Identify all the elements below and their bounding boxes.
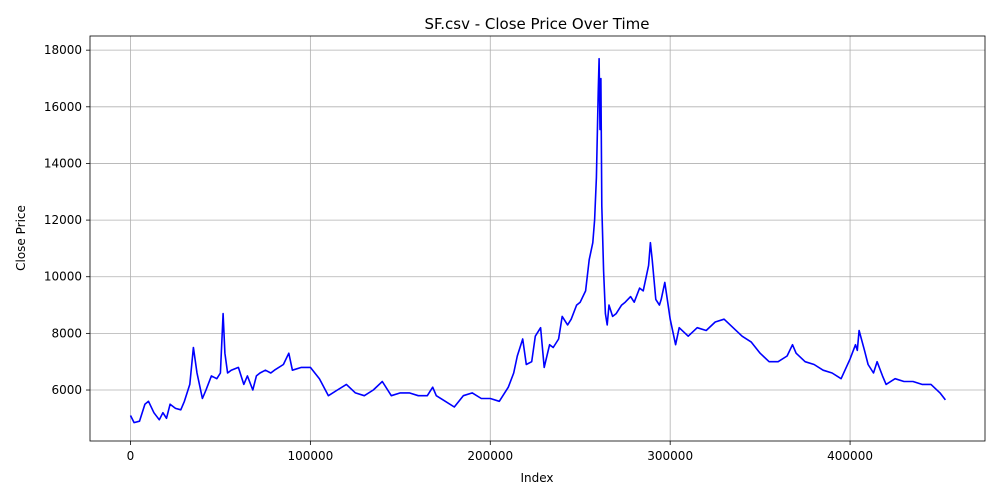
x-axis-label: Index <box>520 471 553 485</box>
y-tick-label: 8000 <box>51 326 82 340</box>
grid-lines <box>90 36 985 441</box>
close-price-line <box>129 57 947 424</box>
chart-title: SF.csv - Close Price Over Time <box>425 15 650 33</box>
y-axis-ticks: 6000 8000 10000 12000 14000 16000 18000 <box>44 43 90 397</box>
x-tick-label: 200000 <box>467 449 513 463</box>
y-tick-label: 12000 <box>44 213 82 227</box>
plot-area <box>129 57 947 424</box>
x-tick-label: 0 <box>127 449 135 463</box>
x-tick-label: 300000 <box>647 449 693 463</box>
y-tick-label: 6000 <box>51 383 82 397</box>
x-axis-ticks: 0 100000 200000 300000 400000 <box>127 441 873 463</box>
x-tick-label: 100000 <box>287 449 333 463</box>
x-tick-label: 400000 <box>827 449 873 463</box>
y-tick-label: 14000 <box>44 156 82 170</box>
y-tick-label: 18000 <box>44 43 82 57</box>
y-tick-label: 10000 <box>44 270 82 284</box>
plot-frame <box>89 35 986 442</box>
y-tick-label: 16000 <box>44 100 82 114</box>
y-axis-label: Close Price <box>14 205 28 271</box>
